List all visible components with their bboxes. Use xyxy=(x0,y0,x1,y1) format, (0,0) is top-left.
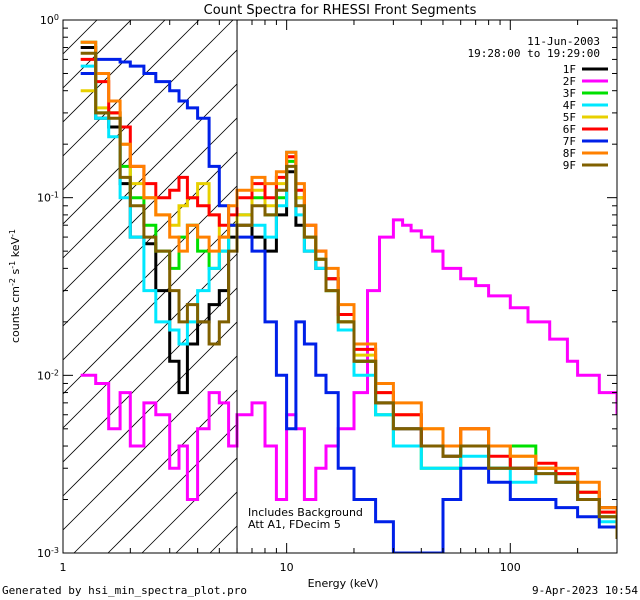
y-label-part: keV xyxy=(9,237,22,261)
legend-label-8f: 8F xyxy=(563,147,576,160)
hatch-line xyxy=(63,49,238,225)
hatched-region xyxy=(63,20,238,553)
y-label-exp: -1 xyxy=(8,229,17,237)
hatch-line xyxy=(107,423,238,553)
hatch-line xyxy=(63,117,238,293)
hatch-line xyxy=(63,219,238,395)
hatch-line xyxy=(63,20,98,55)
hatch-line xyxy=(63,20,166,123)
hatch-line xyxy=(63,355,238,531)
axis-ticks: 1 10 100 100 10-1 10-2 10-3 xyxy=(37,13,618,574)
hatch-line xyxy=(63,20,234,191)
info-date: 11-Jun-2003 xyxy=(527,35,600,48)
hatch-line xyxy=(63,83,238,259)
series-9f-line xyxy=(80,51,617,539)
hatch-line xyxy=(63,151,238,327)
legend-label-2f: 2F xyxy=(563,75,576,88)
series-2f-line xyxy=(80,218,617,501)
y-axis-label: counts cm-2 s-1 keV-1 xyxy=(8,229,23,343)
series-layer xyxy=(80,40,617,553)
y-tick-label: 10-3 xyxy=(37,546,59,561)
legend-label-6f: 6F xyxy=(563,123,576,136)
hatch-line xyxy=(63,185,238,361)
hatch-line xyxy=(209,525,238,553)
y-tick-label: 10-2 xyxy=(37,368,59,383)
legend-label-1f: 1F xyxy=(563,63,576,76)
y-tick-label: 10-1 xyxy=(37,190,59,205)
y-label-exp: -2 xyxy=(8,278,17,286)
y-label-part: counts cm xyxy=(9,286,22,343)
hatch-line xyxy=(63,321,238,497)
y-label-exp: -1 xyxy=(8,261,17,269)
legend-label-4f: 4F xyxy=(563,99,576,112)
y-tick-label: 100 xyxy=(40,13,59,28)
hatch-line xyxy=(63,20,200,157)
plot-frame xyxy=(62,19,618,554)
series-8f-line xyxy=(80,40,617,527)
x-tick-label: 1 xyxy=(60,561,67,574)
series-7f-line xyxy=(80,57,617,553)
legend-label-7f: 7F xyxy=(563,135,576,148)
info-block: 11-Jun-2003 19:28:00 to 19:29:00 xyxy=(468,35,600,60)
y-label-part: s xyxy=(9,268,22,277)
annotation-background: Includes Background xyxy=(248,506,363,519)
legend-label-5f: 5F xyxy=(563,111,576,124)
x-axis-label: Energy (keV) xyxy=(308,577,379,590)
x-tick-label: 100 xyxy=(500,561,521,574)
legend-label-3f: 3F xyxy=(563,87,576,100)
legend-label-9f: 9F xyxy=(563,159,576,172)
hatch-line xyxy=(175,491,238,553)
footer-generated-by: Generated by hsi_min_spectra_plot.pro xyxy=(2,584,247,597)
x-tick-label: 10 xyxy=(280,561,294,574)
info-time-range: 19:28:00 to 19:29:00 xyxy=(468,47,600,60)
annotation-attenuator: Att A1, FDecim 5 xyxy=(248,518,341,531)
footer-timestamp: 9-Apr-2023 10:54 xyxy=(532,584,638,597)
hatch-line xyxy=(141,457,238,553)
chart-title: Count Spectra for RHESSI Front Segments xyxy=(204,3,477,18)
